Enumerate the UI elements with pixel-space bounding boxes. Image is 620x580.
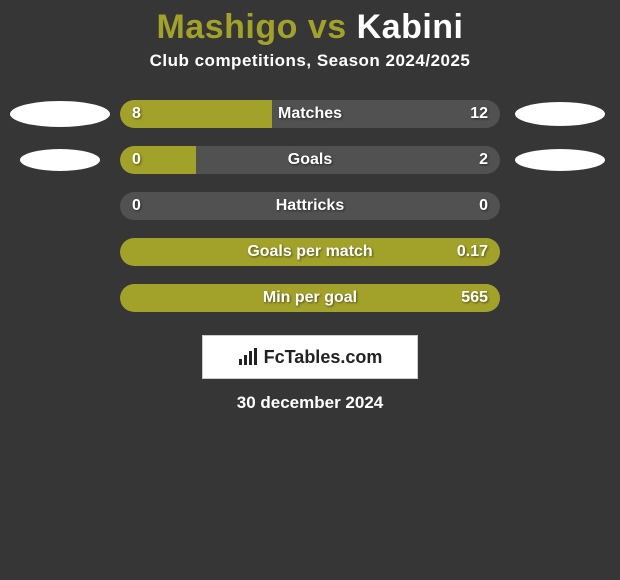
stat-value-right: 0.17	[457, 238, 488, 266]
stat-row: 0Hattricks0	[0, 183, 620, 229]
club-badge-placeholder	[515, 149, 605, 171]
stat-value-right: 12	[470, 100, 488, 128]
right-badge-slot	[500, 91, 620, 137]
left-badge-slot	[0, 183, 120, 229]
footer-date: 30 december 2024	[0, 393, 620, 413]
stat-row: 0Goals2	[0, 137, 620, 183]
stat-row: Goals per match0.17	[0, 229, 620, 275]
title-vs: vs	[298, 8, 357, 46]
left-badge-slot	[0, 275, 120, 321]
left-badge-slot	[0, 91, 120, 137]
right-badge-slot	[500, 275, 620, 321]
stat-value-right: 0	[479, 192, 488, 220]
attribution-box: FcTables.com	[202, 335, 418, 379]
stat-value-right: 2	[479, 146, 488, 174]
stat-bar: 8Matches12	[120, 100, 500, 128]
title-player1: Mashigo	[156, 8, 297, 46]
stat-bar: 0Goals2	[120, 146, 500, 174]
comparison-infographic: Mashigo vs Kabini Club competitions, Sea…	[0, 0, 620, 580]
club-badge-placeholder	[515, 102, 605, 126]
right-badge-slot	[500, 183, 620, 229]
club-badge-placeholder	[10, 101, 110, 127]
right-badge-slot	[500, 137, 620, 183]
subtitle: Club competitions, Season 2024/2025	[0, 51, 620, 91]
page-title: Mashigo vs Kabini	[0, 0, 620, 51]
stat-rows: 8Matches120Goals20Hattricks0Goals per ma…	[0, 91, 620, 321]
logo-text: FcTables.com	[264, 347, 383, 368]
stat-value-right: 565	[461, 284, 488, 312]
stat-bar: Goals per match0.17	[120, 238, 500, 266]
stat-name: Min per goal	[120, 284, 500, 312]
left-badge-slot	[0, 137, 120, 183]
stat-name: Goals per match	[120, 238, 500, 266]
stat-row: 8Matches12	[0, 91, 620, 137]
stat-name: Hattricks	[120, 192, 500, 220]
stat-bar: 0Hattricks0	[120, 192, 500, 220]
stat-name: Matches	[120, 100, 500, 128]
stat-bar: Min per goal565	[120, 284, 500, 312]
fctables-logo: FcTables.com	[238, 347, 383, 368]
left-badge-slot	[0, 229, 120, 275]
club-badge-placeholder	[20, 149, 100, 171]
bars-icon	[238, 348, 260, 366]
stat-row: Min per goal565	[0, 275, 620, 321]
title-player2: Kabini	[357, 8, 464, 46]
right-badge-slot	[500, 229, 620, 275]
stat-name: Goals	[120, 146, 500, 174]
